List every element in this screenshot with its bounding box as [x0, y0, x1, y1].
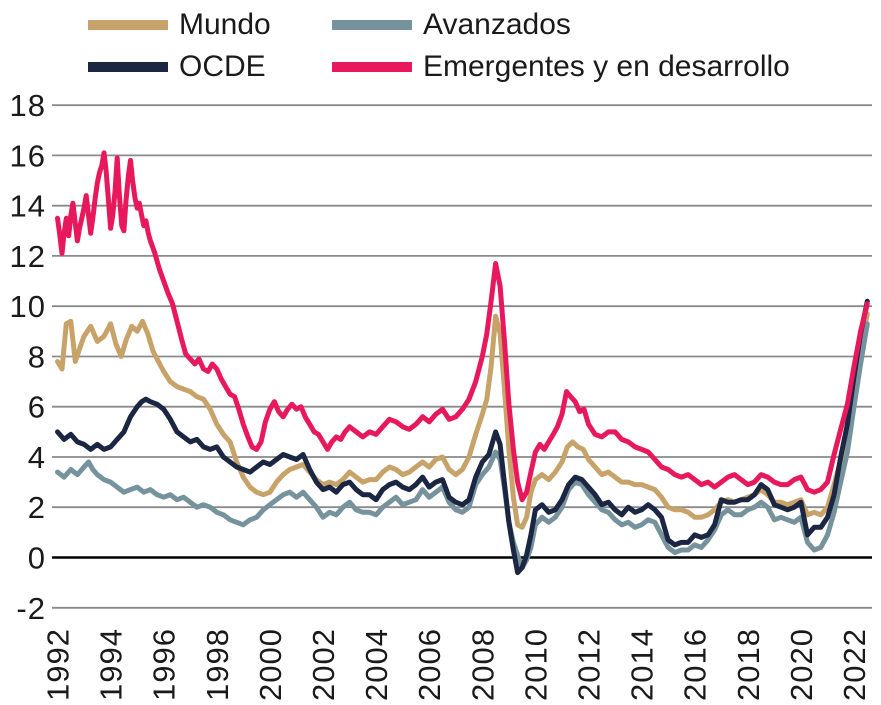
- y-tick-label: 10: [10, 289, 46, 324]
- legend-label-ocde: OCDE: [179, 50, 266, 83]
- gridlines-group: [52, 104, 872, 609]
- x-tick-label: 2004: [359, 628, 394, 701]
- legend-item-avanzados: Avanzados: [332, 6, 571, 44]
- y-tick-label: -2: [16, 591, 46, 626]
- x-tick-label: 2008: [465, 628, 500, 701]
- x-tick-label: 1992: [41, 628, 76, 701]
- series-line-emergentes-y-en-desarrollo: [55, 150, 870, 503]
- x-tick-label: 2020: [784, 628, 819, 701]
- y-tick-label: 0: [28, 541, 46, 576]
- x-tick-label: 2002: [306, 628, 341, 701]
- y-tick-label: 6: [28, 390, 46, 425]
- x-tick-label: 2006: [412, 628, 447, 701]
- legend-swatch-avanzados: [332, 20, 412, 30]
- chart-legend: Mundo Avanzados OCDE Emergentes y en desarr…: [0, 0, 881, 95]
- legend-label-avanzados: Avanzados: [423, 8, 571, 41]
- legend-swatch-ocde: [88, 62, 168, 72]
- series-line-avanzados: [55, 321, 870, 571]
- y-tick-label: 2: [28, 490, 46, 525]
- x-tick-label: 2018: [731, 628, 766, 701]
- x-tick-label: 1998: [200, 628, 235, 701]
- legend-item-ocde: OCDE: [88, 48, 266, 86]
- y-tick-label: 16: [10, 138, 46, 173]
- x-tick-label: 2022: [837, 628, 872, 701]
- y-tick-label: 12: [10, 239, 46, 274]
- x-tick-label: 2016: [678, 628, 713, 701]
- legend-swatch-mundo: [88, 20, 168, 30]
- series-line-mundo: [55, 311, 870, 530]
- legend-label-emergentes: Emergentes y en desarrollo: [423, 50, 790, 83]
- x-tick-label: 2010: [518, 628, 553, 701]
- x-axis-labels: 1992 1994 1996 1998 2000 2002 2004 2006 2008 2010…: [41, 628, 873, 701]
- x-tick-label: 2014: [625, 628, 660, 701]
- y-tick-label: 18: [10, 88, 46, 123]
- legend-swatch-emergentes: [332, 62, 412, 72]
- y-tick-label: 8: [28, 340, 46, 375]
- legend-label-mundo: Mundo: [179, 8, 271, 41]
- x-tick-label: 1996: [147, 628, 182, 701]
- y-axis-labels: -2 0 2 4 6 8 10 12 14 16 18: [10, 88, 46, 626]
- y-tick-label: 4: [28, 440, 46, 475]
- series-line-ocde: [55, 298, 870, 576]
- legend-item-mundo: Mundo: [88, 6, 271, 44]
- legend-item-emergentes: Emergentes y en desarrollo: [332, 48, 790, 86]
- x-tick-label: 2012: [572, 628, 607, 701]
- x-tick-label: 1994: [94, 628, 129, 701]
- x-tick-label: 2000: [253, 628, 288, 701]
- y-tick-label: 14: [10, 189, 46, 224]
